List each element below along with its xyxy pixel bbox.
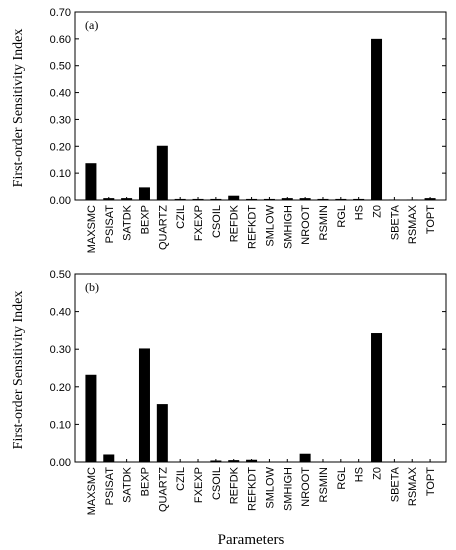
x-tick-label: PSISAT: [104, 467, 116, 506]
panel-label: (b): [85, 280, 99, 294]
x-tick-label: CSOIL: [211, 205, 223, 238]
panel-label: (a): [85, 18, 98, 32]
panel-b-chart: 0.00 0.10 0.20 0.30 0.40 0.50 MAXSMC PSISAT SATD…: [50, 269, 447, 515]
y-tick-label: 0.00: [50, 195, 71, 207]
bar-maxsmc: [85, 374, 97, 462]
x-tick-label: RSMIN: [318, 205, 330, 241]
x-tick-label: FXEXP: [193, 205, 205, 241]
x-tick-label: CSOIL: [211, 467, 223, 500]
y-tick-label: 0.30: [50, 344, 71, 356]
bar-psisat: [103, 454, 115, 462]
y-tick-label: 0.50: [50, 61, 71, 73]
x-tick-label: NROOT: [300, 467, 312, 507]
x-tick-label: RSMAX: [407, 466, 419, 506]
bar-quartz: [156, 145, 168, 200]
x-tick-label: QUARTZ: [157, 205, 169, 250]
x-tick-label: BEXP: [139, 467, 151, 496]
x-tick-label: CZIL: [175, 467, 187, 491]
x-tick-label: QUARTZ: [157, 467, 169, 512]
x-axis-title: Parameters: [218, 532, 285, 548]
y-tick-label: 0.10: [50, 168, 71, 180]
bar-maxsmc: [85, 163, 97, 200]
y-axis-title-bottom: First-order Sensitivity Index: [11, 291, 26, 450]
x-tick-label: REFKDT: [247, 205, 259, 249]
x-tick-label: SMHIGH: [282, 205, 294, 249]
x-tick-label: RSMIN: [318, 467, 330, 503]
x-tick-label: RGL: [336, 205, 348, 228]
x-tick-label: SBETA: [389, 466, 401, 502]
x-tick-label: REFDK: [229, 466, 241, 504]
bar-bexp: [138, 348, 150, 462]
bar-z0: [371, 333, 383, 462]
x-tick-label: RSMAX: [407, 204, 419, 244]
panel-a-chart: 0.00 0.10 0.20 0.30 0.40 0.50 0.60 0.70 MAXSMC PS…: [50, 7, 447, 253]
y-tick-label: 0.40: [50, 307, 71, 319]
x-tick-label: CZIL: [175, 205, 187, 229]
bar-z0: [371, 38, 383, 200]
y-tick-label: 0.00: [50, 457, 71, 469]
plot-frame: [74, 11, 447, 201]
y-axis-title-top: First-order Sensitivity Index: [11, 29, 26, 188]
y-tick-label: 0.40: [50, 88, 71, 100]
x-tick-label: FXEXP: [193, 467, 205, 503]
x-tick-label: Z0: [372, 205, 384, 218]
x-tick-label: SATDK: [122, 466, 134, 503]
x-tick-label: TOPT: [425, 467, 437, 496]
y-tick-label: 0.70: [50, 7, 71, 19]
y-tick-label: 0.30: [50, 114, 71, 126]
x-tick-label: NROOT: [300, 205, 312, 245]
x-tick-label: MAXSMC: [86, 205, 98, 253]
x-tick-label: SMLOW: [264, 466, 276, 508]
y-tick-label: 0.60: [50, 34, 71, 46]
x-tick-label: SMHIGH: [282, 467, 294, 511]
x-tick-label: HS: [354, 205, 366, 220]
x-tick-label: SATDK: [122, 204, 134, 241]
y-tick-label: 0.10: [50, 419, 71, 431]
y-tick-label: 0.20: [50, 141, 71, 153]
x-tick-label: SBETA: [389, 204, 401, 240]
bar-bexp: [138, 187, 150, 200]
plot-frame: [74, 273, 447, 463]
bar-quartz: [156, 404, 168, 462]
x-tick-label: PSISAT: [104, 205, 116, 244]
y-tick-label: 0.50: [50, 269, 71, 281]
y-tick-label: 0.20: [50, 382, 71, 394]
bar-nroot: [299, 453, 311, 462]
x-tick-label: REFKDT: [247, 467, 259, 511]
x-tick-label: SMLOW: [264, 204, 276, 246]
x-tick-label: REFDK: [229, 204, 241, 242]
x-tick-label: RGL: [336, 467, 348, 490]
x-tick-label: HS: [354, 467, 366, 482]
x-tick-label: BEXP: [139, 205, 151, 234]
x-tick-label: MAXSMC: [86, 467, 98, 515]
x-tick-label: Z0: [372, 467, 384, 480]
x-tick-label: TOPT: [425, 205, 437, 234]
